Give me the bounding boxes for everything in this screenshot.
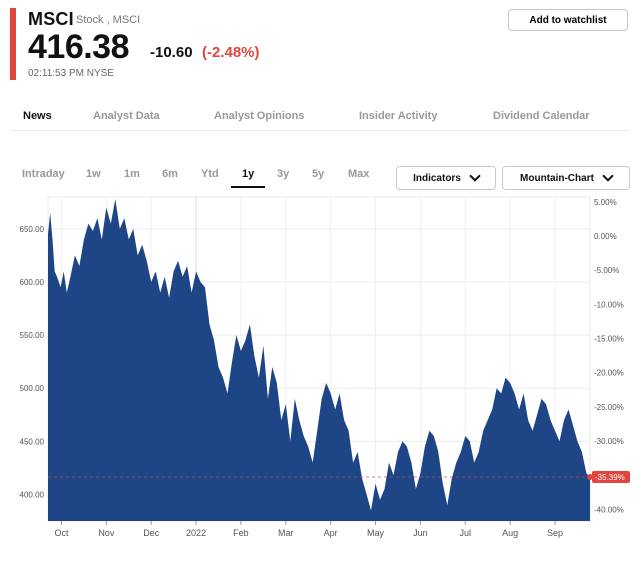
indicators-dropdown[interactable]: Indicators xyxy=(396,166,496,190)
price-area xyxy=(48,199,590,521)
x-tick-label: Oct xyxy=(54,528,69,538)
accent-bar xyxy=(10,8,16,80)
active-range-underline xyxy=(231,186,265,188)
indicators-label: Indicators xyxy=(413,172,461,184)
quote-time: 02:11:53 PM NYSE xyxy=(28,68,114,79)
x-tick-label: Sep xyxy=(547,528,563,538)
x-tick-label: Feb xyxy=(233,528,249,538)
tabs-divider xyxy=(10,130,630,131)
x-tick-label: Dec xyxy=(143,528,160,538)
y-tick-label: 600.00 xyxy=(20,278,45,287)
range-6m[interactable]: 6m xyxy=(162,168,178,180)
chart-type-dropdown[interactable]: Mountain-Chart xyxy=(502,166,630,190)
pct-tick-label: -20.00% xyxy=(594,369,624,378)
price-change: -10.60 xyxy=(150,44,193,61)
range-selector: Intraday 1w 1m 6m Ytd 1y 3y 5y Max xyxy=(0,164,390,188)
x-tick-label: Mar xyxy=(278,528,294,538)
pct-tick-label: 5.00% xyxy=(594,198,617,207)
x-tick-label: Nov xyxy=(98,528,115,538)
x-tick-label: 2022 xyxy=(186,528,206,538)
range-ytd[interactable]: Ytd xyxy=(201,168,219,180)
pct-tick-label: -25.00% xyxy=(594,403,624,412)
tab-insider-activity[interactable]: Insider Activity xyxy=(359,110,438,122)
pct-tick-label: -40.00% xyxy=(594,505,624,514)
y-tick-label: 500.00 xyxy=(20,384,45,393)
y-tick-label: 450.00 xyxy=(20,437,45,446)
add-to-watchlist-button[interactable]: Add to watchlist xyxy=(508,9,628,31)
range-5y[interactable]: 5y xyxy=(312,168,325,180)
quote-timestamp: 02:11:53 PM xyxy=(28,68,84,79)
range-max[interactable]: Max xyxy=(348,168,370,180)
price-change-percent: (-2.48%) xyxy=(202,44,260,61)
y-tick-label: 650.00 xyxy=(20,225,45,234)
tab-news[interactable]: News xyxy=(23,110,52,122)
current-price-marker xyxy=(587,474,593,481)
tab-analyst-data[interactable]: Analyst Data xyxy=(93,110,160,122)
x-tick-label: Aug xyxy=(502,528,518,538)
x-tick-label: Jul xyxy=(460,528,472,538)
pct-tick-label: -15.00% xyxy=(594,334,624,343)
chart-grid xyxy=(47,196,591,522)
tab-dividend-calendar[interactable]: Dividend Calendar xyxy=(493,110,590,122)
range-intraday[interactable]: Intraday xyxy=(22,168,65,180)
pct-tick-label: -10.00% xyxy=(594,300,624,309)
current-pct-label: -35.39% xyxy=(595,473,625,482)
chart-axes: 650.00 600.00 550.00 500.00 450.00 400.00 5.00… xyxy=(20,198,630,538)
x-tick-label: May xyxy=(367,528,385,538)
x-tick-label: Apr xyxy=(324,528,338,538)
pct-tick-label: -30.00% xyxy=(594,437,624,446)
tab-analyst-opinions[interactable]: Analyst Opinions xyxy=(214,110,305,122)
current-price: 416.38 xyxy=(28,28,130,66)
chart-type-label: Mountain-Chart xyxy=(520,172,594,184)
pct-tick-label: -5.00% xyxy=(594,266,619,275)
chevron-down-icon xyxy=(469,170,481,182)
range-1y[interactable]: 1y xyxy=(242,168,255,180)
exchange-label: NYSE xyxy=(86,68,114,79)
chart-frame xyxy=(47,196,591,522)
range-3y[interactable]: 3y xyxy=(277,168,290,180)
ticker-symbol: MSCI xyxy=(28,9,74,29)
security-type-label: Stock , MSCI xyxy=(76,14,141,26)
x-tick-label: Jun xyxy=(413,528,428,538)
y-tick-label: 550.00 xyxy=(20,331,45,340)
range-1w[interactable]: 1w xyxy=(86,168,101,180)
chevron-down-icon xyxy=(602,170,614,182)
pct-tick-label: 0.00% xyxy=(594,232,617,241)
pct-tick-label: -35.00% xyxy=(594,471,624,480)
current-pct-badge xyxy=(592,471,630,484)
quote-tabs: News Analyst Data Analyst Opinions Insid… xyxy=(0,106,640,128)
range-1m[interactable]: 1m xyxy=(124,168,140,180)
y-tick-label: 400.00 xyxy=(20,490,45,499)
